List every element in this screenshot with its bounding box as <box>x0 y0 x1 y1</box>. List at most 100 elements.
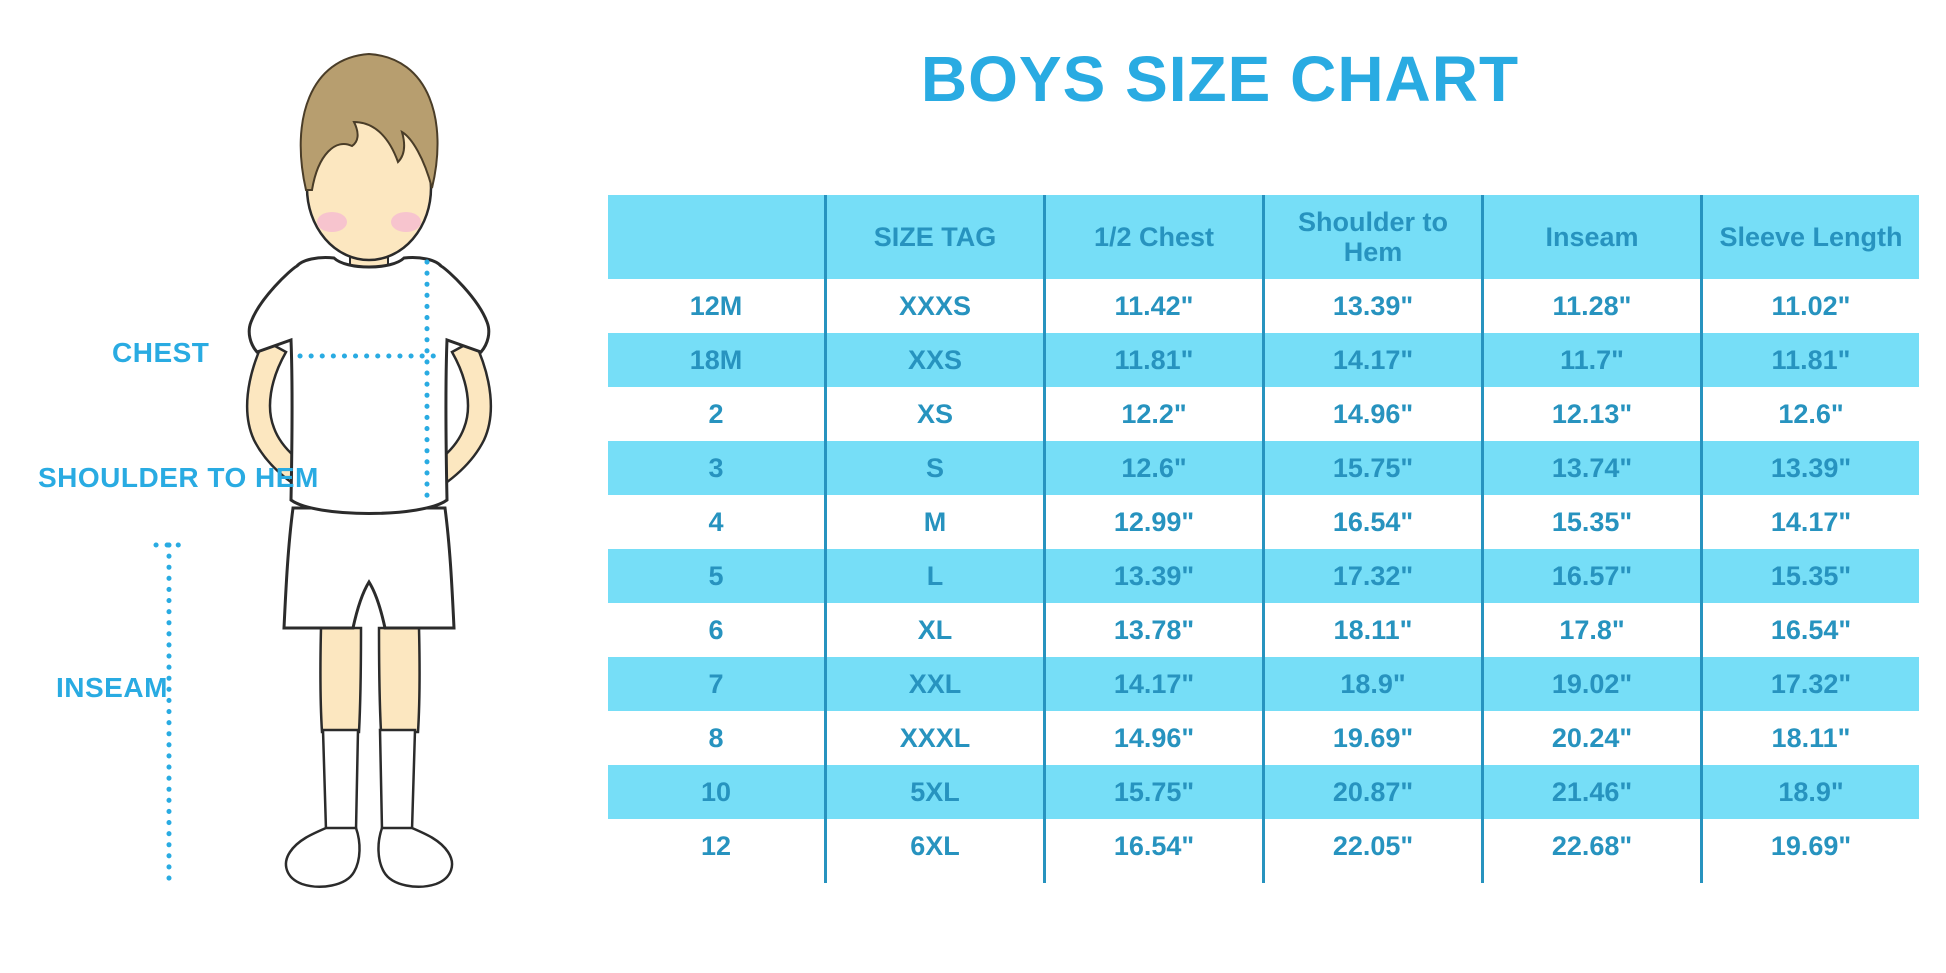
table-cell: 17.32" <box>1263 549 1484 603</box>
boy-measurement-illustration <box>153 52 493 891</box>
table-cell: L <box>825 549 1046 603</box>
table-cell: 18.11" <box>1263 603 1484 657</box>
table-cell: 11.28" <box>1482 279 1703 333</box>
size-table: SIZE TAG 1/2 Chest Shoulder to Hem Inseam Sl… <box>608 195 1919 883</box>
table-cell: 17.8" <box>1482 603 1703 657</box>
table-cell: 5XL <box>825 765 1046 819</box>
table-cell: 19.69" <box>1701 819 1919 873</box>
hair-shape <box>299 52 439 191</box>
table-cell: 15.75" <box>1263 441 1484 495</box>
table-cell: 14.17" <box>1701 495 1919 549</box>
table-cell: 20.87" <box>1263 765 1484 819</box>
measurement-dotted-lines <box>153 259 447 891</box>
socks-shape <box>321 728 417 832</box>
table-row: 6 XL 13.78" 18.11" 17.8" 16.54" <box>608 603 1919 657</box>
table-cell: XXS <box>825 333 1046 387</box>
table-cell: 12.2" <box>1044 387 1265 441</box>
divider-stub-cell <box>1263 873 1484 883</box>
table-header-cell: Sleeve Length <box>1701 195 1919 279</box>
table-cell: 14.96" <box>1044 711 1265 765</box>
table-cell: 19.02" <box>1482 657 1703 711</box>
table-cell: XL <box>825 603 1046 657</box>
divider-stub-cell <box>1482 873 1703 883</box>
table-cell: 18.9" <box>1701 765 1919 819</box>
table-cell: 12.6" <box>1701 387 1919 441</box>
table-cell: 14.96" <box>1263 387 1484 441</box>
table-row: 8 XXXL 14.96" 19.69" 20.24" 18.11" <box>608 711 1919 765</box>
table-cell: 13.74" <box>1482 441 1703 495</box>
table-cell: 22.68" <box>1482 819 1703 873</box>
table-cell: 18.11" <box>1701 711 1919 765</box>
table-cell: 14.17" <box>1044 657 1265 711</box>
table-cell: 6XL <box>825 819 1046 873</box>
head-shape <box>299 52 439 262</box>
table-cell: 16.54" <box>1044 819 1265 873</box>
table-cell: 22.05" <box>1263 819 1484 873</box>
shoes-shape <box>284 826 454 888</box>
shorts-shape <box>282 506 456 630</box>
table-cell: 16.54" <box>1263 495 1484 549</box>
table-cell: 6 <box>608 603 827 657</box>
table-cell: 16.54" <box>1701 603 1919 657</box>
table-row: 2 XS 12.2" 14.96" 12.13" 12.6" <box>608 387 1919 441</box>
table-cell: XXXS <box>825 279 1046 333</box>
table-cell: 18.9" <box>1263 657 1484 711</box>
table-cell: 13.39" <box>1701 441 1919 495</box>
table-cell: 5 <box>608 549 827 603</box>
table-cell: 15.35" <box>1701 549 1919 603</box>
cheek-right <box>391 212 421 232</box>
table-cell: XXL <box>825 657 1046 711</box>
size-table-head: SIZE TAG 1/2 Chest Shoulder to Hem Inseam Sl… <box>608 195 1919 279</box>
cheek-left <box>317 212 347 232</box>
table-header-cell: 1/2 Chest <box>1044 195 1265 279</box>
table-cell: 14.17" <box>1263 333 1484 387</box>
table-cell: 15.35" <box>1482 495 1703 549</box>
table-cell: XXXL <box>825 711 1046 765</box>
table-cell: 3 <box>608 441 827 495</box>
inseam-label: INSEAM <box>56 672 168 703</box>
table-row: 5 L 13.39" 17.32" 16.57" 15.35" <box>608 549 1919 603</box>
table-row: 12 6XL 16.54" 22.05" 22.68" 19.69" <box>608 819 1919 873</box>
table-cell: 11.81" <box>1044 333 1265 387</box>
table-cell: 2 <box>608 387 827 441</box>
table-cell: 12M <box>608 279 827 333</box>
table-row: 10 5XL 15.75" 20.87" 21.46" 18.9" <box>608 765 1919 819</box>
table-row: 12M XXXS 11.42" 13.39" 11.28" 11.02" <box>608 279 1919 333</box>
chest-label: CHEST <box>112 337 210 368</box>
table-cell: XS <box>825 387 1046 441</box>
table-cell: 18M <box>608 333 827 387</box>
table-cell: 8 <box>608 711 827 765</box>
table-row: 3 S 12.6" 15.75" 13.74" 13.39" <box>608 441 1919 495</box>
table-cell: 13.39" <box>1044 549 1265 603</box>
table-cell: 17.32" <box>1701 657 1919 711</box>
table-cell: 15.75" <box>1044 765 1265 819</box>
divider-stub-cell <box>608 873 827 883</box>
table-cell: 10 <box>608 765 827 819</box>
table-cell: 19.69" <box>1263 711 1484 765</box>
table-header-cell: Inseam <box>1482 195 1703 279</box>
table-divider-stub-row <box>608 873 1919 883</box>
divider-stub-cell <box>1701 873 1919 883</box>
table-row: 18M XXS 11.81" 14.17" 11.7" 11.81" <box>608 333 1919 387</box>
table-cell: 12.99" <box>1044 495 1265 549</box>
table-cell: 12 <box>608 819 827 873</box>
divider-stub-cell <box>825 873 1046 883</box>
table-cell: 11.42" <box>1044 279 1265 333</box>
table-cell: 16.57" <box>1482 549 1703 603</box>
table-cell: 13.39" <box>1263 279 1484 333</box>
table-row: 4 M 12.99" 16.54" 15.35" 14.17" <box>608 495 1919 549</box>
table-cell: M <box>825 495 1046 549</box>
table-cell: 12.13" <box>1482 387 1703 441</box>
page-title: BOYS SIZE CHART <box>920 43 1520 115</box>
table-header-cell: SIZE TAG <box>825 195 1046 279</box>
table-row: 7 XXL 14.17" 18.9" 19.02" 17.32" <box>608 657 1919 711</box>
shoulder-to-hem-label: SHOULDER TO HEM <box>38 462 319 493</box>
divider-stub-cell <box>1044 873 1265 883</box>
table-cell: S <box>825 441 1046 495</box>
table-cell: 11.81" <box>1701 333 1919 387</box>
legs-shape <box>319 626 421 734</box>
table-cell: 12.6" <box>1044 441 1265 495</box>
table-cell: 11.02" <box>1701 279 1919 333</box>
table-cell: 4 <box>608 495 827 549</box>
